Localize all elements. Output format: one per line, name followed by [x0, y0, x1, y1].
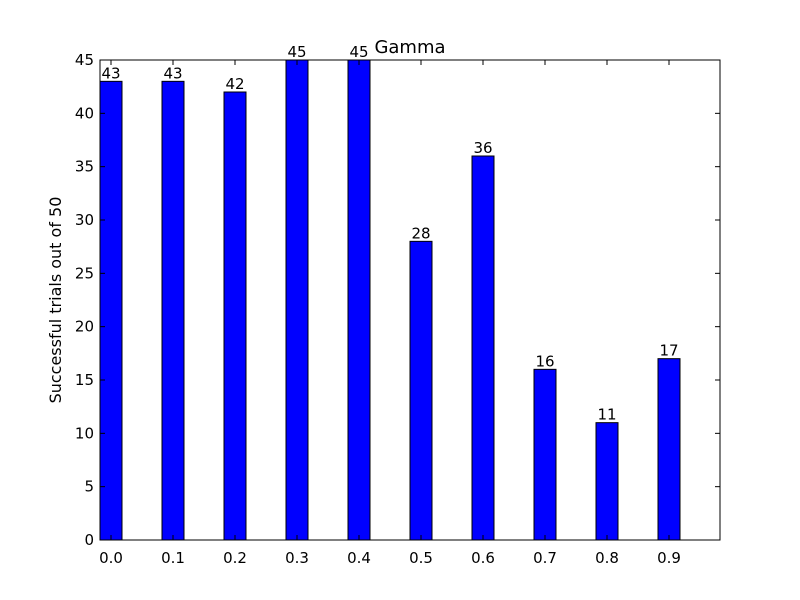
x-tick-label: 0.5 — [409, 549, 433, 567]
bar-0.2 — [223, 91, 247, 541]
x-tick-label: 0.0 — [99, 549, 123, 567]
y-tick-label: 5 — [84, 478, 94, 496]
data-label-0.6: 36 — [473, 139, 492, 157]
bars-group — [99, 59, 681, 541]
x-tick-label: 0.8 — [595, 549, 619, 567]
data-label-0.1: 43 — [163, 64, 182, 82]
bar-0.5 — [409, 240, 433, 541]
bar-0.1 — [161, 80, 185, 541]
y-axis-label: Successful trials out of 50 — [46, 197, 65, 404]
plot-frame — [99, 59, 721, 541]
x-tick-label: 0.3 — [285, 549, 309, 567]
bar-0.0 — [99, 80, 123, 541]
data-label-0.7: 16 — [535, 352, 554, 370]
y-tick-label: 45 — [75, 51, 94, 69]
x-tick-label: 0.7 — [533, 549, 557, 567]
y-ticks-group: 0 5 10 15 20 25 30 35 40 45 — [75, 51, 720, 549]
data-label-0.8: 11 — [597, 406, 616, 424]
data-label-0.3: 45 — [287, 43, 306, 61]
bar-0.7 — [533, 368, 557, 541]
y-tick-label: 20 — [75, 318, 94, 336]
x-tick-label: 0.2 — [223, 549, 247, 567]
y-tick-label: 10 — [75, 424, 94, 442]
x-ticks-group: 0.0 0.1 0.2 0.3 0.4 0.5 0.6 0.7 0.8 0.9 — [99, 60, 681, 567]
y-tick-label: 0 — [84, 531, 94, 549]
y-tick-label: 30 — [75, 211, 94, 229]
y-tick-label: 15 — [75, 371, 94, 389]
x-tick-label: 0.1 — [161, 549, 185, 567]
y-tick-label: 35 — [75, 158, 94, 176]
x-tick-label: 0.4 — [347, 549, 371, 567]
bar-0.3 — [285, 59, 309, 541]
x-tick-label: 0.6 — [471, 549, 495, 567]
chart-title: Gamma — [374, 37, 445, 58]
y-tick-label: 40 — [75, 104, 94, 122]
data-label-0.0: 43 — [101, 64, 120, 82]
bar-0.4 — [347, 59, 371, 541]
data-labels-group: 43 43 42 45 45 28 36 16 11 17 — [101, 43, 678, 424]
bar-0.9 — [657, 358, 681, 541]
bar-0.8 — [595, 422, 619, 541]
data-label-0.2: 42 — [225, 75, 244, 93]
y-tick-label: 25 — [75, 264, 94, 282]
x-tick-label: 0.9 — [657, 549, 681, 567]
data-label-0.4: 45 — [349, 43, 368, 61]
bar-0.6 — [471, 155, 495, 541]
data-label-0.9: 17 — [659, 342, 678, 360]
data-label-0.5: 28 — [411, 224, 430, 242]
